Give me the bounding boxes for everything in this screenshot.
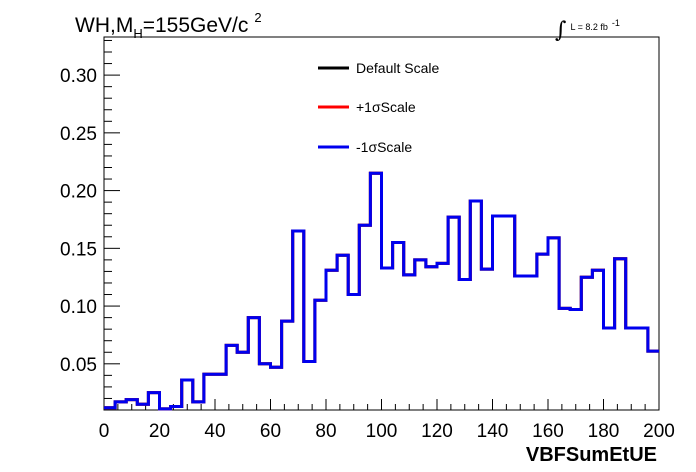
x-tick-label: 120 [421,421,453,442]
x-axis: 0 20 40 60 80 100 120 140 160 180 200 [99,399,675,442]
x-tick-label: 100 [366,421,398,442]
y-tick-label: 0.30 [60,66,97,87]
x-tick-label: 140 [477,421,509,442]
x-axis-title: VBFSumEtUE [526,444,657,466]
legend-label: -1σScale [356,139,412,155]
y-tick-label: 0.25 [60,124,97,145]
x-tick-label: 20 [149,421,170,442]
x-tick-label: 0 [99,421,110,442]
x-tick-label: 160 [532,421,564,442]
y-tick-label: 0.20 [60,182,97,203]
x-tick-label: 200 [643,421,675,442]
x-tick-label: 60 [260,421,281,442]
series-line-3 [104,171,659,411]
x-tick-label: 180 [588,421,620,442]
title-subscript: H [133,26,142,41]
title-superscript: 2 [254,10,261,25]
lumi-label: ∫ L = 8.2 fb -1 [555,18,620,43]
lumi-integral-symbol: ∫ [555,18,567,43]
y-axis: 0.05 0.10 0.15 0.20 0.25 0.30 [60,39,120,411]
chart-title: WH,MH=155GeV/c 2 [75,10,262,41]
series-layer [104,171,659,411]
y-tick-label: 0.15 [60,239,97,260]
y-tick-label: 0.05 [60,355,97,376]
y-tick-label: 0.10 [60,297,97,318]
legend: Default Scale +1σScale -1σScale [318,60,439,155]
x-tick-label: 80 [315,421,336,442]
legend-label: +1σScale [356,99,416,115]
x-tick-label: 40 [204,421,225,442]
title-main: WH,M [75,14,133,37]
title-value: =155GeV/c [143,14,249,37]
lumi-superscript: -1 [612,18,620,28]
legend-label: Default Scale [356,60,439,76]
lumi-text: L = 8.2 fb [570,22,607,32]
